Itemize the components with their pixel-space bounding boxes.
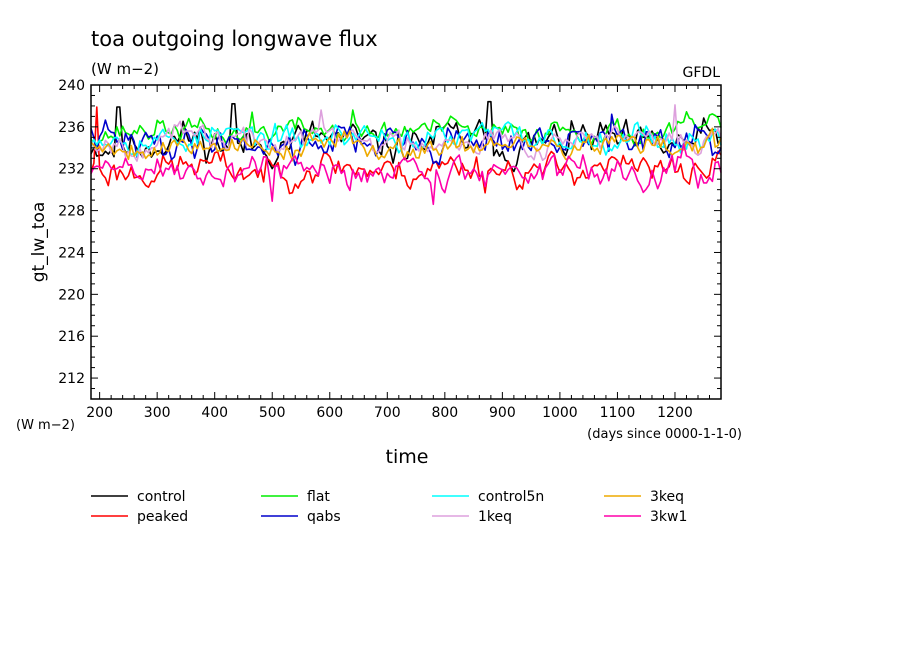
x-axis-label: time xyxy=(386,446,429,468)
y-tick-label: 212 xyxy=(58,371,85,387)
x-tick-label: 900 xyxy=(489,405,516,421)
legend-label-1keq: 1keq xyxy=(478,509,512,525)
legend-label-flat: flat xyxy=(307,489,330,505)
x-tick-label: 500 xyxy=(259,405,286,421)
legend-label-qabs: qabs xyxy=(307,509,341,525)
y-tick-label: 236 xyxy=(58,120,85,136)
y-tick-label: 216 xyxy=(58,329,85,345)
x-tick-label: 800 xyxy=(431,405,458,421)
series-layer xyxy=(90,100,722,206)
x-tick-label: 1100 xyxy=(600,405,636,421)
x-tick-label: 1200 xyxy=(657,405,693,421)
x-tick-label: 600 xyxy=(316,405,343,421)
legend-label-3kw1: 3kw1 xyxy=(650,509,687,525)
y-tick-label: 220 xyxy=(58,287,85,303)
y-tick-label: 240 xyxy=(58,78,85,94)
x-tick-label: 200 xyxy=(86,405,113,421)
series-line-flat xyxy=(90,109,722,149)
x-tick-label: 400 xyxy=(201,405,228,421)
chart-units: (W m−2) xyxy=(91,60,159,78)
y-axis-units: (W m−2) xyxy=(16,418,75,433)
x-axis-units: (days since 0000-1-1-0) xyxy=(587,427,742,442)
legend: control peaked flat qabs control5n 1keq 3keq 3k… xyxy=(91,489,687,525)
series-line-control5n xyxy=(90,121,722,157)
series-line-1keq xyxy=(90,104,722,162)
y-tick-label: 228 xyxy=(58,204,85,220)
series-line-qabs xyxy=(90,113,722,166)
series-line-3keq xyxy=(90,127,722,162)
legend-label-3keq: 3keq xyxy=(650,489,684,505)
x-tick-label: 300 xyxy=(144,405,171,421)
x-tick-label: 1000 xyxy=(542,405,578,421)
y-axis-label: gt_lw_toa xyxy=(29,202,49,283)
legend-label-control: control xyxy=(137,489,186,505)
chart-source: GFDL xyxy=(683,65,721,81)
y-tick-label: 224 xyxy=(58,245,85,261)
plot-frame xyxy=(90,84,722,400)
x-tick-label: 700 xyxy=(374,405,401,421)
y-tick-label: 232 xyxy=(58,162,85,178)
legend-label-control5n: control5n xyxy=(478,489,544,505)
legend-label-peaked: peaked xyxy=(137,509,188,525)
series-line-3kw1 xyxy=(90,143,722,206)
chart-title: toa outgoing longwave flux xyxy=(91,27,378,51)
